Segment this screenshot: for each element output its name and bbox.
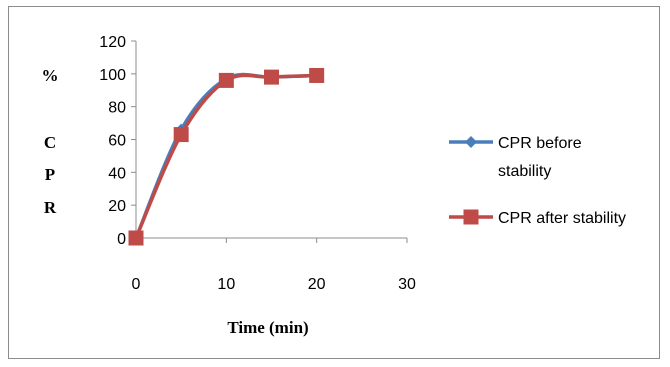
series-line	[134, 73, 317, 239]
data-point	[128, 230, 144, 246]
data-point	[173, 127, 189, 143]
y-axis-title-char-1: C	[44, 133, 56, 152]
series-line	[134, 72, 317, 239]
x-tick-label: 0	[132, 276, 141, 293]
legend-marker	[463, 209, 479, 225]
chart-frame	[8, 6, 660, 359]
legend-label: CPR after stability	[498, 210, 626, 227]
data-point	[218, 72, 234, 88]
x-tick-label: 10	[217, 276, 235, 293]
y-tick-label: 60	[108, 133, 126, 150]
y-axis-title: % C P R	[42, 66, 59, 217]
legend-label: CPR before	[498, 135, 582, 152]
series-1	[128, 67, 325, 246]
series-layer	[128, 67, 325, 246]
x-axis-title: Time (min)	[227, 318, 308, 337]
y-axis-title-char-0: %	[42, 66, 59, 85]
y-tick-label: 40	[108, 165, 126, 182]
y-tick-label: 120	[99, 34, 126, 51]
y-tick-label: 20	[108, 198, 126, 215]
data-point	[264, 69, 279, 85]
y-tick-label: 100	[99, 67, 126, 84]
x-tick-label: 20	[308, 276, 326, 293]
y-tick-label: 80	[108, 100, 126, 117]
legend: CPR before stability CPR after stability	[449, 135, 626, 227]
y-axis-title-char-2: P	[45, 165, 55, 184]
y-tick-label: 0	[117, 231, 126, 248]
axes: 0 20 40 60 80 100 120 0 10 20 30	[99, 34, 416, 293]
legend-item-1: CPR after stability	[449, 209, 626, 227]
legend-label: stability	[498, 163, 551, 180]
legend-item-0: CPR before stability	[449, 135, 582, 180]
x-tick-label: 30	[398, 276, 416, 293]
y-axis-title-char-3: R	[44, 198, 57, 217]
series-0	[130, 69, 323, 244]
data-point	[309, 67, 325, 83]
legend-marker	[465, 136, 477, 148]
